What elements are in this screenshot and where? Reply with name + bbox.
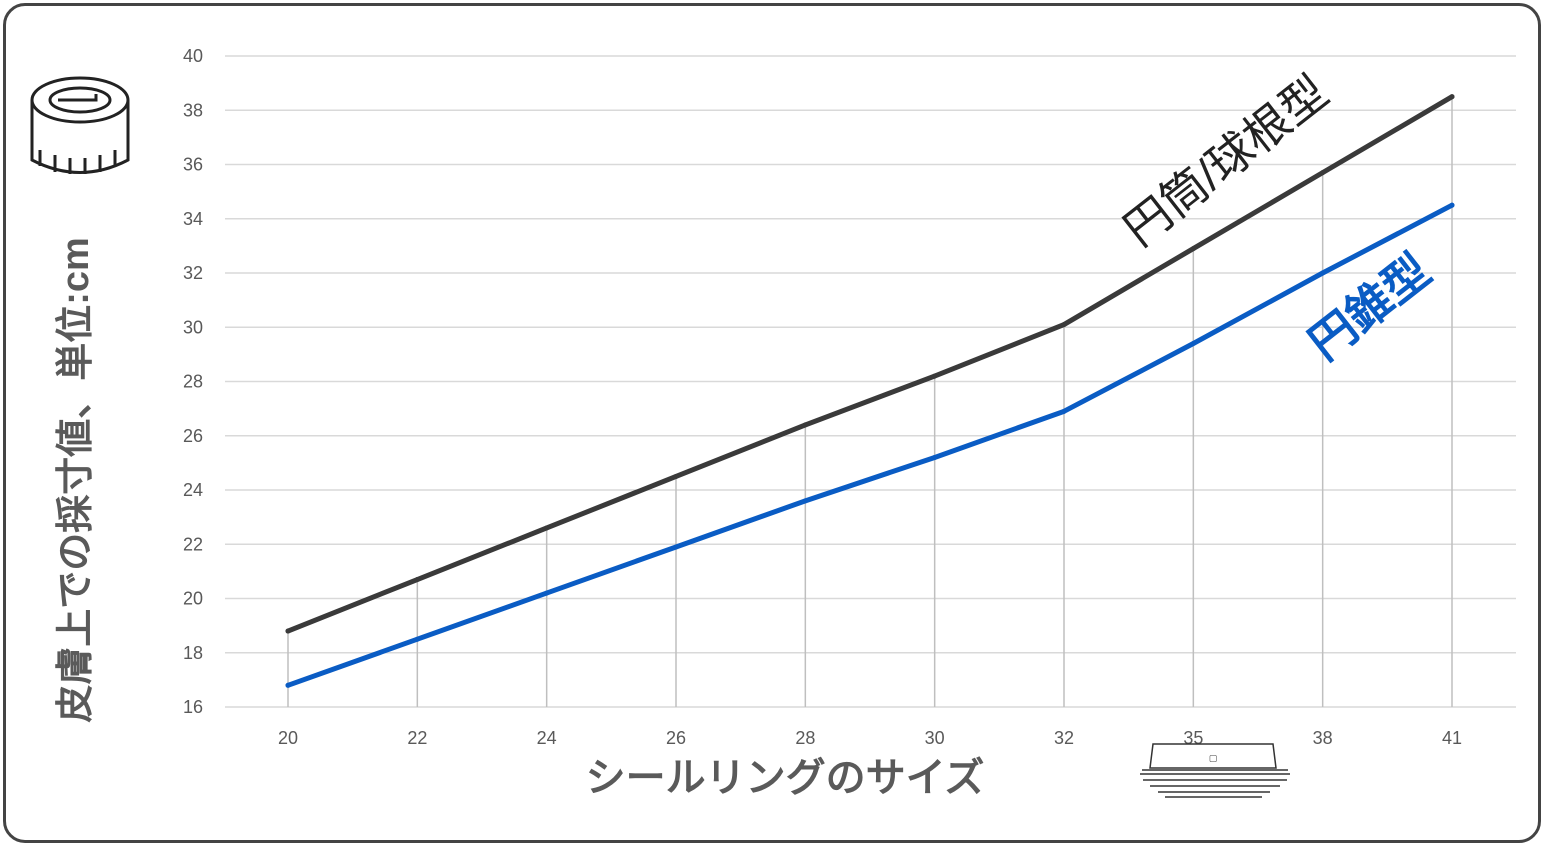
x-tick-labels: 20 22 24 26 28 30 32 35 38 41 xyxy=(278,728,1462,748)
data-point xyxy=(1190,246,1196,252)
data-point xyxy=(544,525,550,531)
data-point xyxy=(932,454,938,460)
y-tick-label: 40 xyxy=(183,46,203,66)
data-point xyxy=(673,544,679,550)
data-point xyxy=(414,577,420,583)
x-axis-title: シールリングのサイズ xyxy=(586,756,985,800)
y-tick-label: 26 xyxy=(183,426,203,446)
y-tick-labels: 16 18 20 22 24 26 28 30 32 34 36 38 40 xyxy=(183,46,203,717)
x-tick-label: 26 xyxy=(666,728,686,748)
line-chart: 16 18 20 22 24 26 28 30 32 34 36 38 40 20 22 24 26 28 30 3… xyxy=(30,46,1516,800)
seal-ring-icon: ▢ xyxy=(1140,743,1290,798)
data-point xyxy=(1320,270,1326,276)
data-point xyxy=(285,682,291,688)
x-tick-label: 35 xyxy=(1183,728,1203,748)
series-line-0 xyxy=(285,94,1455,634)
data-point xyxy=(1061,322,1067,328)
x-tick-label: 20 xyxy=(278,728,298,748)
data-point xyxy=(802,498,808,504)
data-point xyxy=(932,373,938,379)
data-point xyxy=(1449,202,1455,208)
svg-text:▢: ▢ xyxy=(1209,753,1218,763)
y-tick-label: 36 xyxy=(183,155,203,175)
y-tick-label: 34 xyxy=(183,209,203,229)
data-point xyxy=(544,590,550,596)
data-point xyxy=(802,422,808,428)
y-tick-label: 18 xyxy=(183,643,203,663)
y-tick-label: 30 xyxy=(183,317,203,337)
y-tick-label: 28 xyxy=(183,372,203,392)
x-tick-label: 24 xyxy=(537,728,557,748)
y-tick-label: 32 xyxy=(183,263,203,283)
x-tick-label: 32 xyxy=(1054,728,1074,748)
data-point xyxy=(1190,341,1196,347)
x-tick-label: 30 xyxy=(925,728,945,748)
y-tick-label: 24 xyxy=(183,480,203,500)
y-tick-label: 20 xyxy=(183,589,203,609)
series-label-1: 円錐型 xyxy=(1299,244,1440,370)
x-tick-label: 22 xyxy=(407,728,427,748)
data-point xyxy=(1449,94,1455,100)
x-tick-label: 28 xyxy=(795,728,815,748)
x-tick-label: 41 xyxy=(1442,728,1462,748)
data-point xyxy=(673,473,679,479)
x-tick-label: 38 xyxy=(1313,728,1333,748)
y-tick-label: 22 xyxy=(183,534,203,554)
data-point xyxy=(285,628,291,634)
y-tick-label: 16 xyxy=(183,697,203,717)
y-tick-label: 38 xyxy=(183,100,203,120)
measuring-tape-icon xyxy=(30,76,130,174)
series-lines xyxy=(285,94,1455,688)
series-line-1 xyxy=(285,202,1455,688)
grid xyxy=(225,55,1516,708)
data-point xyxy=(414,636,420,642)
data-point xyxy=(1061,408,1067,414)
data-point xyxy=(1320,170,1326,176)
y-axis-title: 皮膚上での採寸値、単位:cm xyxy=(55,237,97,723)
